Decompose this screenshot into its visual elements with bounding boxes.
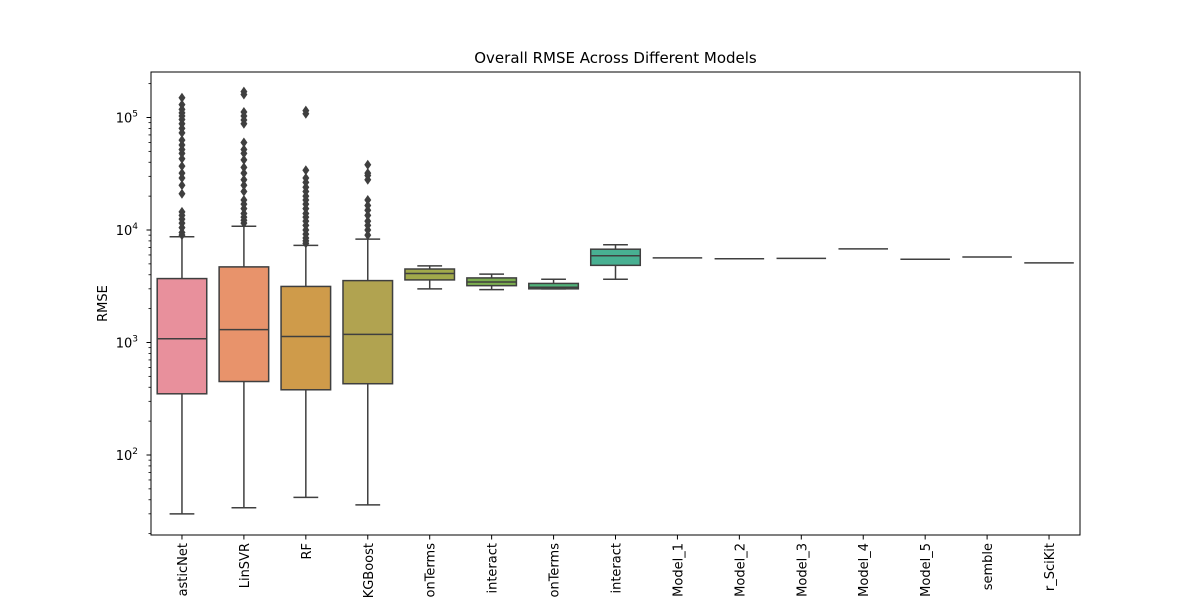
box-iqr bbox=[156, 277, 208, 395]
x-tick-label: onTerms bbox=[424, 543, 439, 598]
outlier-point bbox=[240, 144, 248, 155]
x-tick-label: r_SciKit bbox=[1043, 543, 1058, 591]
outlier-point bbox=[178, 99, 186, 110]
outlier-point bbox=[240, 168, 248, 179]
box-1 bbox=[156, 92, 208, 515]
outlier-point bbox=[302, 165, 310, 176]
x-tick-label: RF bbox=[300, 543, 315, 560]
outlier-point bbox=[178, 206, 186, 217]
outlier-point bbox=[178, 135, 186, 146]
outlier-point bbox=[178, 188, 186, 199]
x-tick-label: interact bbox=[486, 543, 501, 594]
x-tick-label: interact bbox=[610, 543, 625, 594]
box-2 bbox=[218, 86, 270, 509]
outlier-point bbox=[240, 106, 248, 117]
box-iqr bbox=[404, 268, 456, 281]
outlier-point bbox=[240, 137, 248, 148]
x-tick-label: semble bbox=[981, 543, 996, 590]
box-6 bbox=[466, 273, 518, 291]
x-tick-label: Model_2 bbox=[733, 543, 748, 597]
box-iqr bbox=[218, 266, 270, 383]
box-8 bbox=[589, 243, 642, 280]
y-tick-label: 103 bbox=[116, 335, 138, 352]
outlier-point bbox=[178, 168, 186, 179]
outlier-point bbox=[178, 180, 186, 191]
x-tick-label: Model_4 bbox=[857, 543, 872, 597]
outlier-point bbox=[240, 186, 248, 197]
outlier-point bbox=[178, 92, 186, 103]
outlier-point bbox=[178, 153, 186, 164]
box-3 bbox=[280, 105, 332, 499]
outlier-point bbox=[240, 162, 248, 173]
outlier-point bbox=[364, 200, 372, 211]
box-4 bbox=[342, 159, 394, 506]
x-tick-label: Model_1 bbox=[671, 543, 686, 597]
outlier-point bbox=[364, 216, 372, 227]
outlier-point bbox=[364, 168, 372, 179]
outlier-point bbox=[364, 194, 372, 205]
outlier-point bbox=[240, 180, 248, 191]
chart-title: Overall RMSE Across Different Models bbox=[474, 49, 757, 67]
y-tick-label: 102 bbox=[116, 447, 138, 464]
x-axis: asticNet LinSVR RF KGBoost onTerms interact on… bbox=[176, 535, 1058, 598]
outlier-point bbox=[240, 86, 248, 97]
outlier-point bbox=[364, 230, 372, 241]
x-tick-label: asticNet bbox=[176, 543, 191, 596]
outlier-point bbox=[364, 210, 372, 221]
box-iqr bbox=[342, 279, 394, 385]
outlier-point bbox=[302, 105, 310, 116]
outlier-point bbox=[240, 194, 248, 205]
outlier-point bbox=[302, 172, 310, 183]
box-7 bbox=[528, 278, 580, 290]
x-tick-label: Model_5 bbox=[919, 543, 934, 597]
outlier-point bbox=[240, 174, 248, 185]
plot-area bbox=[156, 86, 1074, 515]
box-5 bbox=[404, 265, 456, 290]
y-tick-label: 105 bbox=[116, 110, 138, 127]
x-tick-label: LinSVR bbox=[238, 543, 253, 588]
x-tick-label: Model_3 bbox=[795, 543, 810, 597]
y-axis-label: RMSE bbox=[96, 285, 111, 322]
y-axis: 102 103 104 105 bbox=[116, 83, 151, 535]
outlier-point bbox=[178, 161, 186, 172]
box-iqr bbox=[528, 282, 580, 290]
box-iqr bbox=[280, 285, 332, 391]
y-tick-label: 104 bbox=[116, 222, 139, 239]
outlier-point bbox=[240, 154, 248, 165]
box-iqr bbox=[589, 248, 642, 267]
x-tick-label: onTerms bbox=[548, 543, 563, 598]
outlier-point bbox=[364, 159, 372, 170]
x-tick-label: KGBoost bbox=[362, 543, 377, 598]
